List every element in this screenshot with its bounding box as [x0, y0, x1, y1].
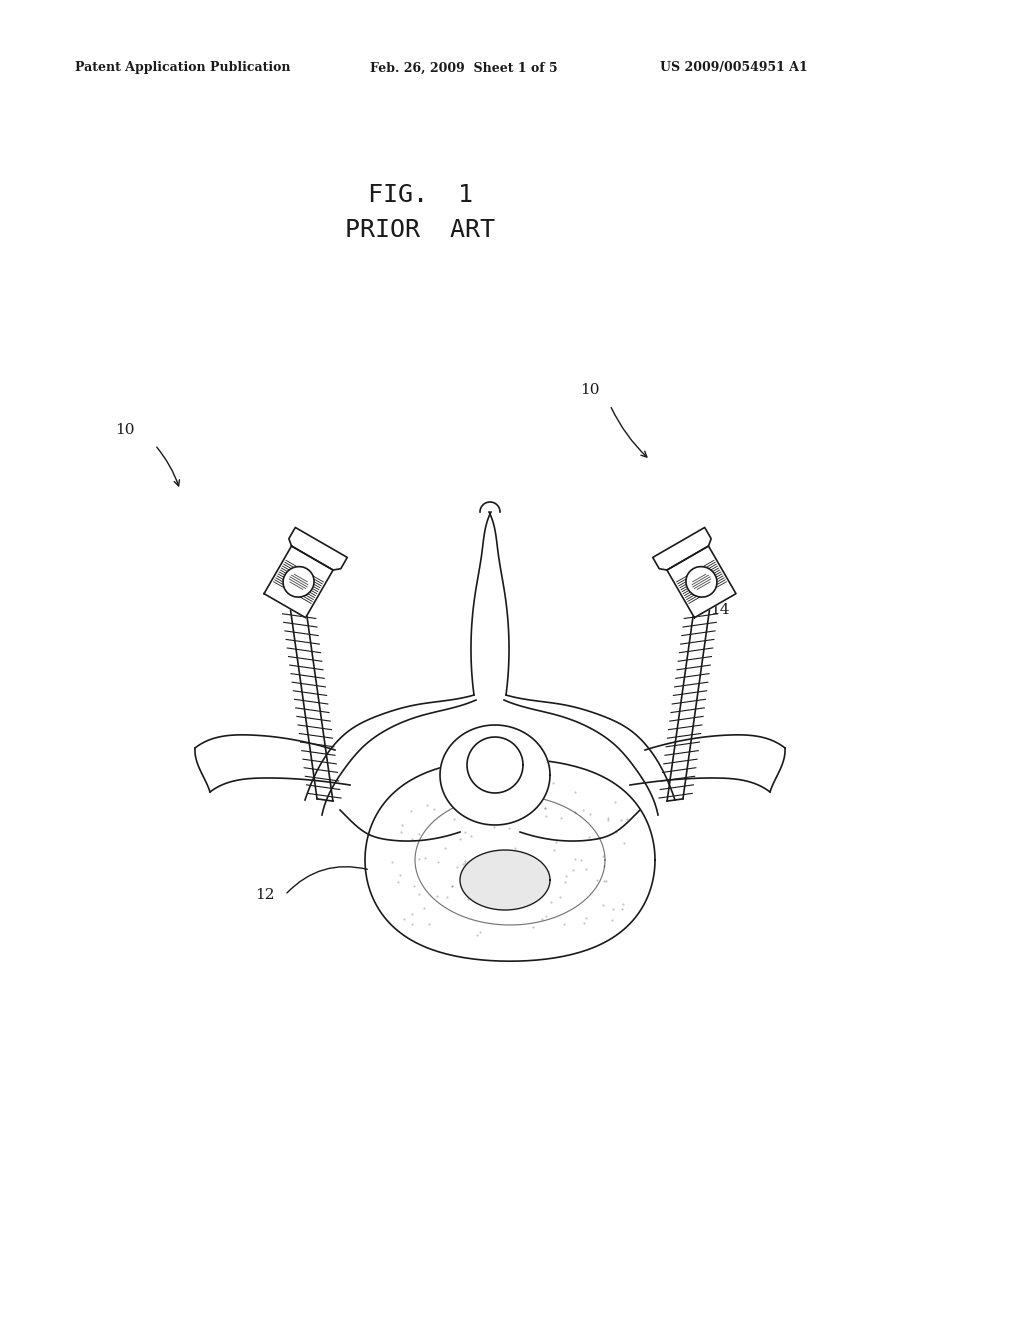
Text: 10: 10	[116, 422, 135, 437]
Text: Patent Application Publication: Patent Application Publication	[75, 62, 291, 74]
Polygon shape	[460, 850, 550, 909]
Text: 10: 10	[581, 383, 600, 397]
Text: 14: 14	[711, 603, 730, 616]
Text: US 2009/0054951 A1: US 2009/0054951 A1	[660, 62, 808, 74]
Text: Feb. 26, 2009  Sheet 1 of 5: Feb. 26, 2009 Sheet 1 of 5	[370, 62, 558, 74]
Polygon shape	[289, 528, 347, 570]
Ellipse shape	[686, 566, 717, 597]
Polygon shape	[467, 737, 523, 793]
Text: FIG.  1: FIG. 1	[368, 183, 472, 207]
Text: 12: 12	[255, 888, 274, 902]
Polygon shape	[440, 725, 550, 825]
Polygon shape	[264, 546, 333, 618]
Polygon shape	[667, 546, 736, 618]
Text: PRIOR  ART: PRIOR ART	[345, 218, 495, 242]
Ellipse shape	[283, 566, 314, 597]
Polygon shape	[652, 528, 712, 570]
